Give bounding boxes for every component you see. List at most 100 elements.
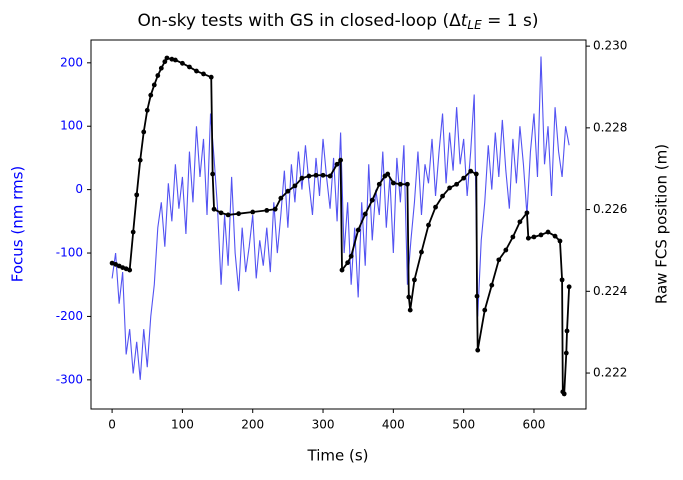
series-point xyxy=(362,211,368,217)
series-point xyxy=(525,235,531,241)
series-point xyxy=(433,204,438,210)
series-point xyxy=(264,208,270,213)
series-point xyxy=(517,219,523,225)
series-point xyxy=(210,171,216,177)
series-point xyxy=(426,222,431,228)
series-point xyxy=(141,129,147,135)
series-point xyxy=(155,73,161,78)
plot-frame xyxy=(90,39,587,410)
series-point xyxy=(510,234,516,240)
series-point xyxy=(385,171,391,177)
series-point xyxy=(474,293,480,299)
title-var: t xyxy=(461,11,469,31)
series-point xyxy=(473,171,479,177)
series-point xyxy=(566,284,572,290)
x-axis-label: Time (s) xyxy=(307,447,369,465)
series-point xyxy=(208,74,214,80)
series-point xyxy=(306,173,312,179)
series-point xyxy=(194,68,199,74)
series-point xyxy=(557,238,563,244)
series-point xyxy=(338,157,344,163)
series-point xyxy=(468,168,474,174)
y-tick-label: -300 xyxy=(56,372,83,386)
series-point xyxy=(376,181,382,187)
title-sub: LE xyxy=(467,18,482,32)
series-point xyxy=(327,173,333,179)
y2-tick-label: 0.226 xyxy=(593,202,627,216)
series-point xyxy=(461,175,467,181)
series-point xyxy=(180,60,185,66)
series-point xyxy=(236,211,242,217)
series-point xyxy=(564,328,570,334)
x-tick-label: 300 xyxy=(312,418,335,432)
series-point xyxy=(225,212,231,218)
y-axis-label: Focus (nm rms) xyxy=(9,166,27,283)
series-point xyxy=(127,267,133,273)
y2-tick-label: 0.228 xyxy=(593,120,627,134)
series-point xyxy=(440,193,445,199)
series-point xyxy=(320,172,326,178)
title-end: = 1 s) xyxy=(482,11,539,31)
series-point xyxy=(552,233,558,239)
series-point xyxy=(482,307,488,313)
series-point xyxy=(419,249,424,255)
y-tick-label: 100 xyxy=(60,119,83,133)
y-tick-label: 0 xyxy=(75,182,83,196)
series-point xyxy=(503,247,509,253)
series-point xyxy=(250,209,256,215)
series-point xyxy=(187,64,192,70)
x-tick-label: 600 xyxy=(523,418,546,432)
y2-tick-label: 0.224 xyxy=(593,284,627,298)
series-point xyxy=(489,282,495,288)
series-point xyxy=(334,161,340,167)
series-point xyxy=(545,229,551,235)
x-tick-label: 200 xyxy=(241,418,264,432)
y2-tick-label: 0.230 xyxy=(593,39,627,53)
x-tick-label: 100 xyxy=(171,418,194,432)
series-point xyxy=(563,350,569,356)
series-point xyxy=(447,185,452,191)
series-point xyxy=(369,197,375,203)
y2-tick-label: 0.222 xyxy=(593,366,627,380)
series-point xyxy=(130,229,136,235)
series-point xyxy=(345,260,351,266)
series-point xyxy=(292,183,298,189)
series-point xyxy=(390,180,396,186)
y-tick-label: -100 xyxy=(56,246,83,260)
series-point xyxy=(151,82,157,88)
series-point xyxy=(162,59,168,65)
x-tick-label: 400 xyxy=(382,418,405,432)
series-point xyxy=(475,347,481,353)
series-point xyxy=(531,234,537,240)
series-point xyxy=(137,157,143,163)
series-line xyxy=(111,56,570,380)
series-point xyxy=(285,188,291,194)
series-point xyxy=(524,210,530,216)
series-point xyxy=(559,277,565,283)
series-point xyxy=(272,206,278,212)
chart-title: On-sky tests with GS in closed-loop (ΔtL… xyxy=(138,11,539,32)
series-point xyxy=(201,71,206,77)
series-point xyxy=(148,92,154,98)
series-point xyxy=(339,267,345,273)
series-point xyxy=(538,232,544,238)
series-point xyxy=(158,65,164,71)
x-tick-label: 500 xyxy=(452,418,475,432)
series-point xyxy=(454,181,460,187)
series-point xyxy=(496,257,502,263)
series-point xyxy=(407,307,413,313)
series-point xyxy=(218,210,224,216)
series-point xyxy=(405,181,410,187)
series-point xyxy=(397,181,403,187)
series-point xyxy=(313,172,319,178)
y-tick-label: 200 xyxy=(60,55,83,69)
series-point xyxy=(412,277,417,283)
series-point xyxy=(164,55,170,61)
series-point xyxy=(355,227,361,233)
y-tick-label: -200 xyxy=(56,309,83,323)
series-point xyxy=(348,253,354,259)
x-tick-label: 0 xyxy=(108,418,116,432)
series-point xyxy=(299,175,305,181)
series-point xyxy=(144,107,150,113)
